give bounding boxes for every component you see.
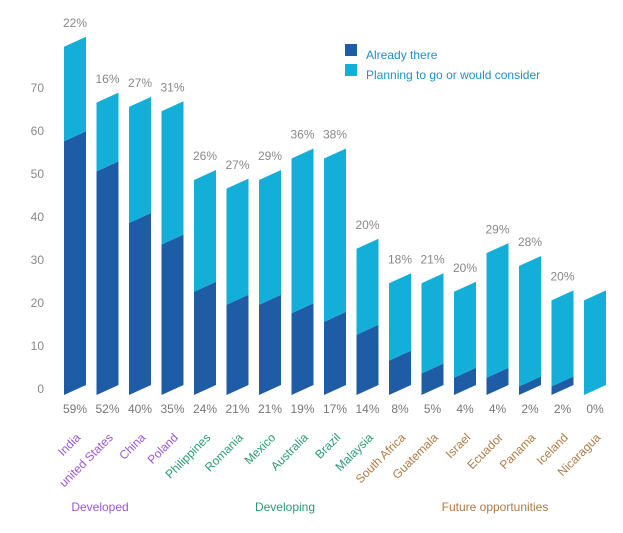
bar-segment xyxy=(324,148,346,322)
bar-segment xyxy=(389,273,411,361)
value-label: 8% xyxy=(391,402,409,416)
value-label: 40% xyxy=(128,402,152,416)
value-label: 19% xyxy=(290,402,314,416)
value-label: 21% xyxy=(258,402,282,416)
value-label: 16% xyxy=(95,72,119,86)
bar-segment xyxy=(291,303,314,395)
value-label: 38% xyxy=(323,128,347,142)
bar-segment xyxy=(551,290,574,387)
bar-segment xyxy=(129,96,151,223)
legend-label: Already there xyxy=(366,48,438,62)
bar-segment xyxy=(64,131,86,396)
value-label: 59% xyxy=(63,402,87,416)
bar-segment xyxy=(161,101,184,245)
bar-segment xyxy=(226,294,249,395)
bar-segment xyxy=(129,213,151,395)
value-label: 14% xyxy=(355,402,379,416)
y-tick-label: 10 xyxy=(31,339,45,353)
bar-segment xyxy=(519,376,541,395)
y-tick-label: 60 xyxy=(31,124,45,138)
group-label: Developing xyxy=(255,500,315,514)
x-tick-label: China xyxy=(116,430,148,462)
bar-segment xyxy=(96,92,119,172)
value-label: 29% xyxy=(258,149,282,163)
y-tick-label: 30 xyxy=(31,253,45,267)
value-label: 22% xyxy=(63,16,87,30)
group-label: Future opportunities xyxy=(442,500,549,514)
bar-segment xyxy=(454,281,476,378)
bar-segment xyxy=(356,324,379,395)
value-label: 29% xyxy=(485,222,509,236)
bar-segment xyxy=(454,367,476,395)
value-label: 27% xyxy=(225,158,249,172)
bar-segment xyxy=(194,170,216,292)
value-label: 20% xyxy=(550,270,574,284)
value-label: 24% xyxy=(193,402,217,416)
value-label: 4% xyxy=(489,402,507,416)
value-label: 2% xyxy=(521,402,539,416)
bar-segment xyxy=(421,273,444,374)
bar-segment xyxy=(421,363,444,395)
bar-segment xyxy=(584,290,606,395)
bar-segment xyxy=(486,243,509,378)
value-label: 0% xyxy=(586,402,604,416)
bar-segment xyxy=(551,376,574,395)
x-tick-label: India xyxy=(55,430,84,459)
bar-segment xyxy=(259,170,281,305)
value-label: 5% xyxy=(424,402,442,416)
value-label: 35% xyxy=(160,402,184,416)
bar-segment xyxy=(96,161,119,395)
y-tick-label: 40 xyxy=(31,210,45,224)
bar-segment xyxy=(519,256,541,387)
legend-label: Planning to go or would consider xyxy=(366,68,540,82)
legend-swatch xyxy=(345,64,357,76)
bar-segment xyxy=(389,350,411,395)
y-tick-label: 70 xyxy=(31,81,45,95)
value-label: 52% xyxy=(95,402,119,416)
value-label: 20% xyxy=(453,261,477,275)
legend-swatch xyxy=(345,44,357,56)
value-label: 28% xyxy=(518,235,542,249)
group-label: Developed xyxy=(71,500,128,514)
value-label: 18% xyxy=(388,252,412,266)
bar-segment xyxy=(259,294,281,395)
bar-segment xyxy=(486,367,509,395)
x-tick-label: Panama xyxy=(497,430,539,472)
value-label: 27% xyxy=(128,76,152,90)
bar-segment xyxy=(161,234,184,395)
y-tick-label: 20 xyxy=(31,296,45,310)
value-label: 31% xyxy=(160,80,184,94)
bar-segment xyxy=(226,178,249,305)
value-label: 4% xyxy=(456,402,474,416)
bar-segment xyxy=(324,311,346,395)
value-label: 21% xyxy=(225,402,249,416)
y-tick-label: 0 xyxy=(37,382,44,396)
value-label: 2% xyxy=(554,402,572,416)
bar-segment xyxy=(194,281,216,395)
value-label: 36% xyxy=(290,128,314,142)
value-label: 21% xyxy=(420,252,444,266)
value-label: 17% xyxy=(323,402,347,416)
bar-segment xyxy=(291,148,314,314)
value-label: 26% xyxy=(193,149,217,163)
bar-segment xyxy=(64,36,86,142)
bar-segment xyxy=(356,238,379,335)
value-label: 20% xyxy=(355,218,379,232)
y-tick-label: 50 xyxy=(31,167,45,181)
